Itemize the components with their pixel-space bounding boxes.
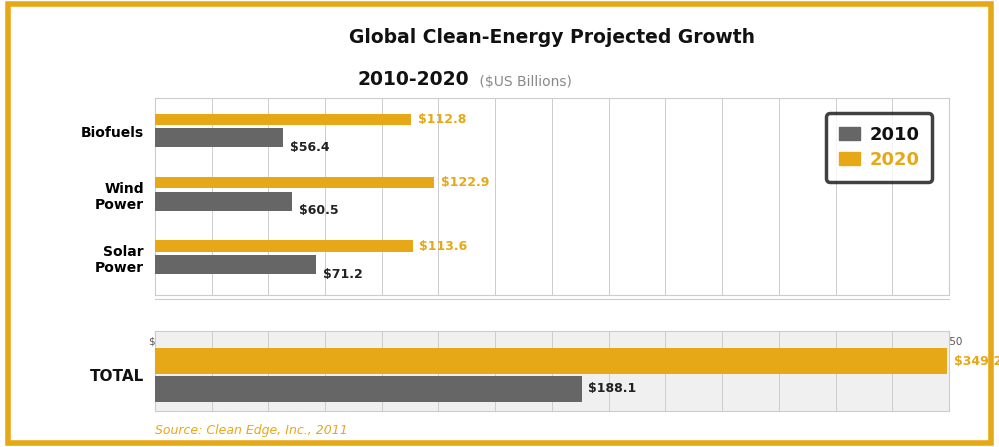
Bar (155, 376, 581, 401)
Bar (155, 240, 413, 252)
Text: $112.8: $112.8 (418, 113, 466, 126)
Bar (155, 349, 947, 374)
Text: $188.1: $188.1 (588, 382, 636, 395)
Text: $60.5: $60.5 (299, 204, 339, 217)
Bar (155, 128, 283, 147)
Text: Source: Clean Edge, Inc., 2011: Source: Clean Edge, Inc., 2011 (155, 424, 348, 437)
Text: ($US Billions): ($US Billions) (475, 76, 571, 89)
Text: $56.4: $56.4 (290, 141, 330, 154)
Bar (155, 192, 292, 211)
Text: $349.2: $349.2 (954, 355, 999, 368)
Text: Global Clean-Energy Projected Growth: Global Clean-Energy Projected Growth (349, 28, 755, 47)
Bar (155, 177, 434, 189)
Text: 2010-2020: 2010-2020 (358, 70, 470, 89)
Text: $113.6: $113.6 (420, 240, 468, 253)
Bar (155, 255, 317, 274)
Text: $71.2: $71.2 (324, 268, 363, 281)
Bar (155, 114, 411, 125)
Legend: 2010, 2020: 2010, 2020 (826, 113, 932, 182)
Text: $122.9: $122.9 (441, 176, 489, 189)
